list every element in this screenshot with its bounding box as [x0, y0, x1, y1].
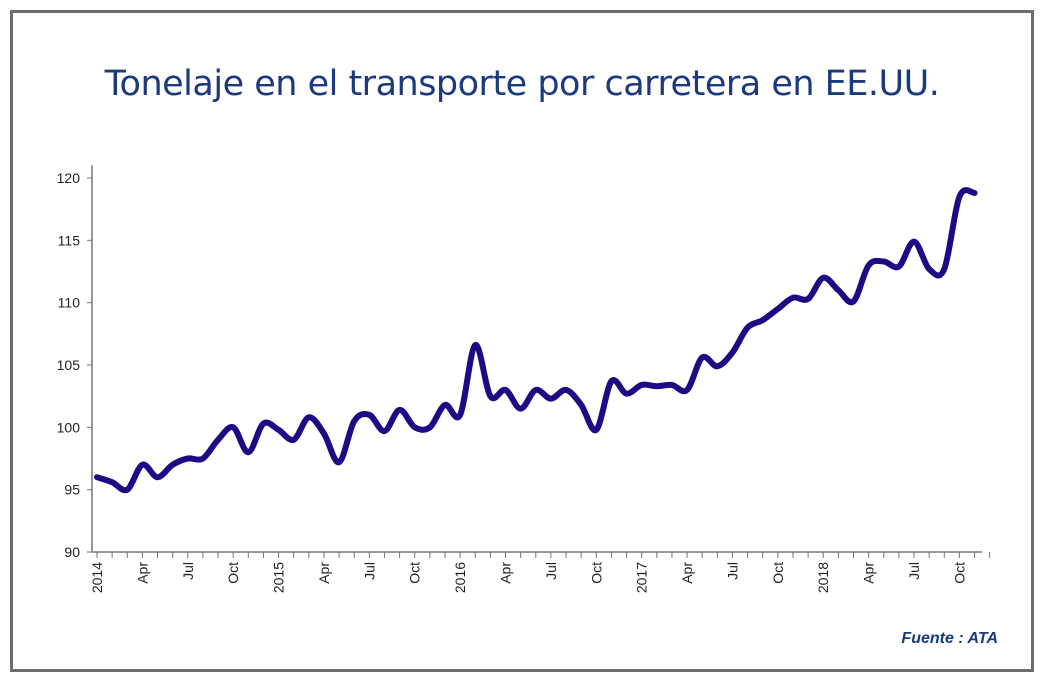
y-tick-label: 110	[58, 295, 81, 311]
series-line	[94, 187, 978, 494]
x-tick-label: 2018	[815, 562, 831, 593]
x-tick-label: 2016	[452, 562, 468, 593]
y-tick-label: 115	[58, 232, 81, 248]
x-tick-label: Apr	[679, 562, 695, 584]
x-tick-label: Jul	[724, 562, 740, 580]
x-tick-label: Apr	[861, 562, 877, 584]
x-tick-label: Oct	[588, 562, 604, 584]
x-tick-label: 2017	[634, 562, 650, 593]
x-tick-label: Jul	[906, 562, 922, 580]
x-tick-label: 2014	[89, 562, 105, 593]
x-tick-label: Jul	[543, 562, 559, 580]
source-note: Fuente : ATA	[901, 630, 998, 647]
x-tick-label: 2015	[271, 562, 287, 593]
x-tick-label: Jul	[361, 562, 377, 580]
y-tick-label: 90	[64, 544, 80, 560]
x-tick-label: Jul	[180, 562, 196, 580]
chart-title: Tonelaje en el transporte por carretera …	[104, 64, 940, 104]
y-tick-label: 120	[57, 170, 81, 186]
y-tick-label: 95	[64, 482, 80, 498]
chart-frame	[10, 10, 1034, 672]
y-tick-label: 100	[57, 419, 81, 435]
x-tick-label: Oct	[951, 562, 967, 584]
x-tick-label: Oct	[225, 562, 241, 584]
x-tick-label: Apr	[498, 562, 514, 584]
y-tick-label: 105	[57, 357, 81, 373]
x-tick-label: Apr	[316, 562, 332, 584]
x-tick-label: Oct	[407, 562, 423, 584]
x-tick-label: Apr	[134, 562, 150, 584]
x-tick-label: Oct	[770, 562, 786, 584]
